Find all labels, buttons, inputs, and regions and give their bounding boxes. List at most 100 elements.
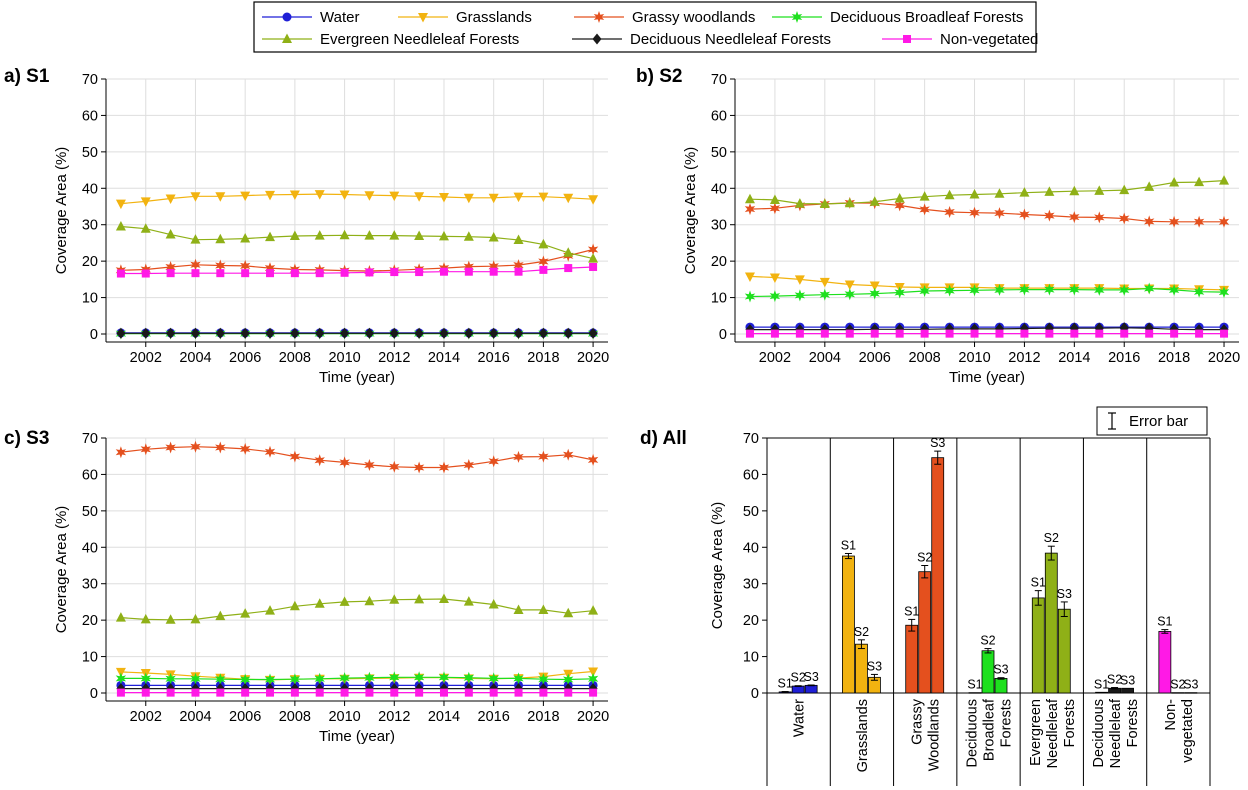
bar-label: S2 [917,551,932,565]
data-point [290,327,300,339]
x-tick-label: 2020 [577,709,609,725]
category-label: GrassyWoodlands [910,698,943,771]
data-point [115,199,126,210]
data-point [414,327,424,339]
error-bar-legend-label: Error bar [1129,413,1188,430]
data-point [969,188,980,199]
bar-label: S1 [777,677,792,691]
data-point [745,329,754,338]
x-tick-label: 2014 [1058,350,1090,366]
category-deciduous-broadleaf-forests: S1 S2 S3 DeciduousBroadleafForests [965,634,1015,768]
data-point [289,673,301,686]
x-tick-label: 2016 [478,709,510,725]
data-point [265,605,276,615]
x-tick-label: 2004 [179,350,211,366]
data-point [1019,283,1030,296]
x-tick-label: 2010 [958,350,990,366]
bar-label: S2 [854,625,869,639]
x-tick-label: 2018 [527,350,559,366]
series-line [120,266,594,275]
data-point [364,191,375,201]
data-point [844,280,855,290]
panel-c-s3: 0 10 20 30 40 50 60 70 2002 2004 2006 2008 2010 2012 2… [4,428,609,745]
data-point [165,672,176,685]
data-point [1193,215,1205,228]
data-point [314,190,325,200]
legend-marker-icon [592,33,602,45]
y-tick-label: 70 [743,431,759,447]
y-tick-label: 60 [82,108,98,124]
data-point [141,688,150,697]
data-point [1120,329,1129,338]
data-point [439,327,449,339]
data-point [463,193,474,204]
data-point [389,594,400,604]
x-tick-label: 2012 [378,709,410,725]
data-point [1069,283,1080,296]
y-tick-label: 60 [82,467,98,483]
data-point [364,459,375,471]
data-point [869,287,880,300]
data-point [513,450,524,463]
data-point [115,612,126,622]
data-point [769,290,781,303]
data-point [1220,329,1229,338]
x-tick-label: 2006 [859,350,891,366]
series-deciduous-needleleaf-forests [116,327,598,339]
data-point [589,262,598,271]
data-point [538,238,549,249]
y-tick-label: 50 [82,504,98,520]
y-axis-title: Coverage Area (%) [53,506,70,634]
data-point [1044,209,1055,222]
category-label-line: vegetated [1180,699,1196,763]
legend-label: Evergreen Needleleaf Forests [320,31,519,48]
data-point [415,268,424,277]
x-tick-label: 2008 [279,709,311,725]
x-tick-label: 2006 [229,709,261,725]
legend-entry-grasslands: Grasslands [398,9,532,26]
y-tick-label: 10 [711,291,727,307]
series-evergreen-needleleaf-forests [115,221,599,263]
category-label-line: Needleleaf [1108,698,1124,768]
panel-label: c) S3 [4,428,49,449]
series-grassy-woodlands [744,196,1230,228]
y-tick-label: 20 [711,254,727,270]
data-point [240,233,251,243]
data-point [190,258,201,271]
data-point [166,269,175,278]
data-point [166,688,175,697]
data-point [339,672,350,685]
data-point [920,329,929,338]
bar [1158,631,1172,694]
data-point [919,203,930,216]
data-point [438,593,449,604]
data-point [1044,283,1055,296]
data-point [488,455,499,468]
data-point [769,194,780,204]
y-tick-label: 20 [743,613,759,629]
bar [804,684,818,694]
data-point [895,329,904,338]
category-label-line: Grasslands [855,699,871,772]
data-point [315,327,325,339]
category-label: DeciduousNeedleleafForests [1091,698,1141,768]
category-label-line: Broadleaf [982,698,998,761]
legend-label: Grassy woodlands [632,9,755,26]
x-tick-label: 2008 [279,350,311,366]
data-point [266,688,275,697]
data-point [869,196,880,206]
series-evergreen-needleleaf-forests [744,175,1230,208]
data-point [289,600,300,611]
data-point [141,269,150,278]
data-point [415,688,424,697]
y-tick-label: 10 [743,650,759,666]
x-tick-label: 2002 [759,350,791,366]
y-tick-label: 40 [743,540,759,556]
bar [1044,552,1058,694]
legend-label: Non-vegetated [940,31,1038,48]
data-point [264,673,276,686]
data-point [995,329,1004,338]
data-point [314,454,325,467]
data-point [1144,181,1155,191]
error-bar-legend-box [1096,406,1208,436]
